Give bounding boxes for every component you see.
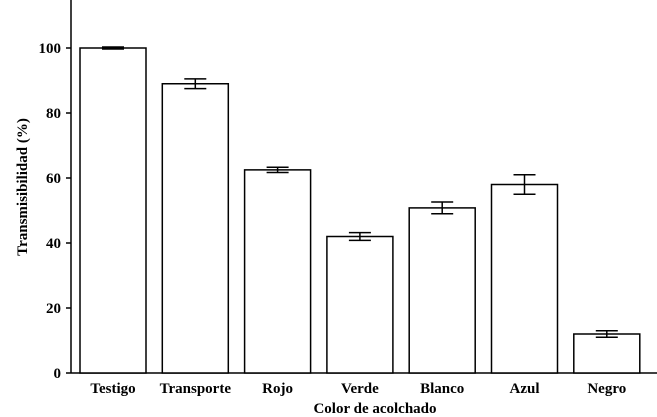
error-bar-testigo bbox=[102, 46, 124, 50]
x-axis-title: Color de acolchado bbox=[313, 401, 436, 417]
bar-transporte bbox=[161, 83, 230, 374]
y-tick-label: 80 bbox=[46, 106, 61, 122]
y-axis-title: Transmisibilidad (%) bbox=[15, 118, 31, 256]
error-bar-transporte bbox=[184, 78, 207, 90]
x-category-label: Azul bbox=[510, 381, 540, 397]
error-bar-azul bbox=[513, 174, 536, 195]
y-tick-label: 40 bbox=[46, 236, 61, 252]
bars-group bbox=[79, 47, 641, 374]
error-bar-verde bbox=[348, 231, 371, 242]
y-ticks-group: 0 20 40 60 80 100 bbox=[39, 41, 71, 382]
x-category-label: Negro bbox=[587, 381, 626, 397]
error-bars-group bbox=[102, 46, 618, 338]
bar-rojo bbox=[243, 169, 312, 374]
y-tick-label: 20 bbox=[46, 301, 61, 317]
x-category-label: Blanco bbox=[420, 381, 464, 397]
y-tick-label: 100 bbox=[39, 41, 62, 57]
bar-azul bbox=[490, 183, 559, 374]
bar-verde bbox=[326, 235, 394, 374]
x-category-label: Rojo bbox=[262, 381, 293, 397]
x-category-label: Verde bbox=[341, 381, 379, 397]
bar-negro bbox=[573, 333, 641, 374]
bar-blanco bbox=[408, 207, 476, 374]
x-category-label: Transporte bbox=[160, 381, 232, 397]
bar-testigo bbox=[79, 47, 147, 374]
error-bar-negro bbox=[595, 330, 618, 338]
error-bar-rojo bbox=[266, 166, 289, 174]
x-categories-group: Testigo Transporte Rojo Verde Blanco Azul Negr… bbox=[90, 381, 626, 397]
y-tick-label: 0 bbox=[54, 366, 62, 382]
error-bar-blanco bbox=[431, 201, 454, 215]
x-category-label: Testigo bbox=[90, 381, 135, 397]
y-tick-label: 60 bbox=[46, 171, 61, 187]
